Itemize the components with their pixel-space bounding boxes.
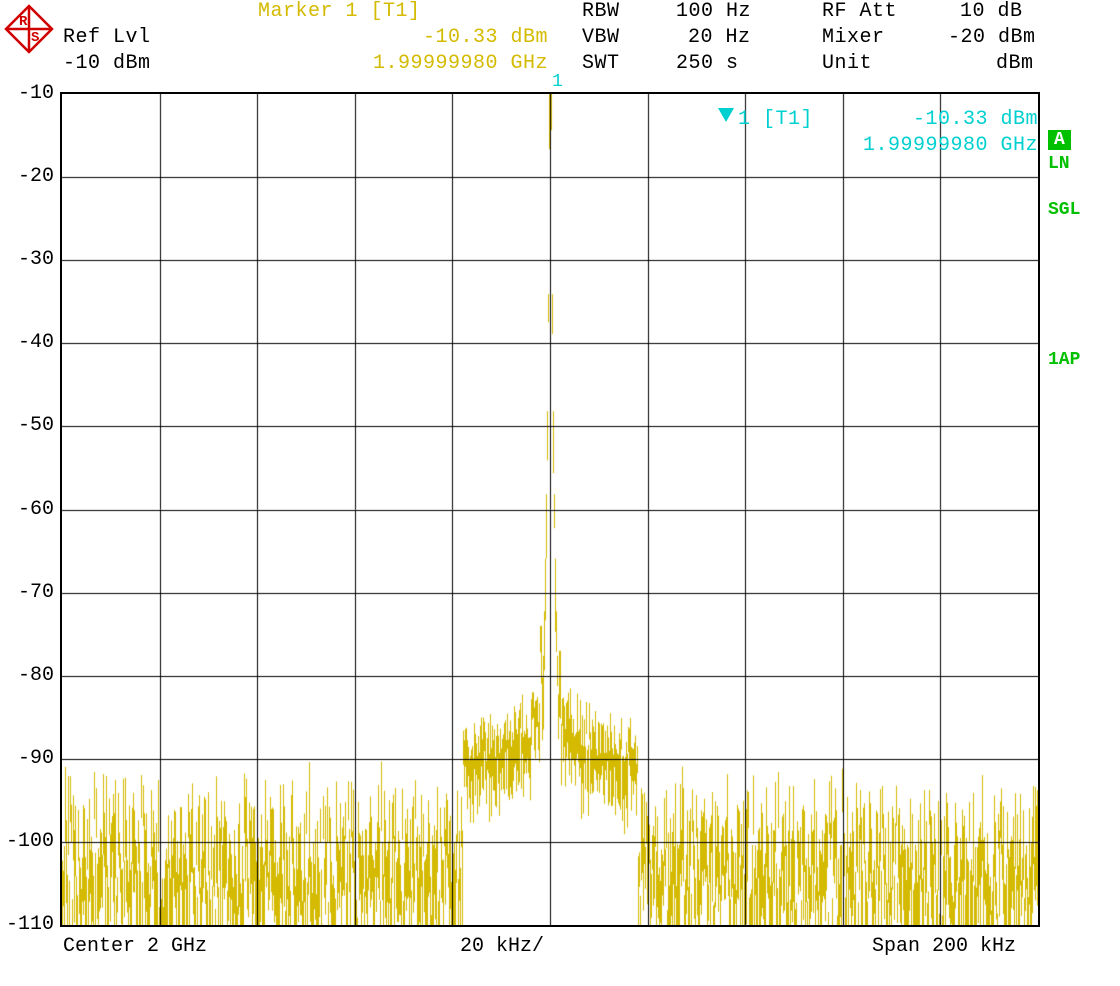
y-tick-label: -90: [2, 747, 54, 770]
mixer-value: -20 dBm: [948, 26, 1036, 49]
per-div-label: 20 kHz/: [460, 935, 544, 958]
y-tick-label: -30: [2, 248, 54, 271]
y-tick-label: -70: [2, 581, 54, 604]
y-tick-label: -20: [2, 165, 54, 188]
spectrum-analyzer-screen: R S Ref Lvl -10 dBm Marker 1 [T1] -10.33…: [0, 0, 1120, 986]
ref-level-label: Ref Lvl: [63, 26, 151, 49]
swt-value: 250 s: [676, 52, 739, 75]
sgl-indicator: SGL: [1048, 200, 1080, 220]
unit-label: Unit: [822, 52, 872, 75]
y-tick-label: -100: [2, 830, 54, 853]
spectrum-canvas: [62, 94, 1038, 925]
marker-number-top: 1: [552, 72, 563, 92]
mixer-label: Mixer: [822, 26, 885, 49]
spectrum-chart: [60, 92, 1040, 927]
marker-readout-line2: 1.99999980 GHz: [863, 134, 1038, 157]
svg-text:R: R: [19, 14, 28, 30]
y-tick-label: -10: [2, 82, 54, 105]
y-tick-label: -80: [2, 664, 54, 687]
brand-logo: R S: [4, 4, 54, 61]
marker-header-amp: -10.33 dBm: [423, 26, 548, 49]
y-tick-label: -50: [2, 414, 54, 437]
marker-header-freq: 1.99999980 GHz: [373, 52, 548, 75]
svg-text:S: S: [31, 30, 39, 46]
swt-label: SWT: [582, 52, 620, 75]
y-tick-label: -110: [2, 913, 54, 936]
marker-readout-line1: 1 [T1] -10.33 dBm: [738, 108, 1038, 131]
y-tick-label: -60: [2, 498, 54, 521]
marker-header-label: Marker 1 [T1]: [258, 0, 421, 23]
y-tick-label: -40: [2, 331, 54, 354]
1ap-indicator: 1AP: [1048, 350, 1080, 370]
span-label: Span 200 kHz: [872, 935, 1016, 958]
ref-level-value: -10 dBm: [63, 52, 151, 75]
center-freq-label: Center 2 GHz: [63, 935, 207, 958]
ln-indicator: LN: [1048, 154, 1070, 174]
vbw-value: 20 Hz: [688, 26, 751, 49]
rbw-label: RBW: [582, 0, 620, 23]
rbw-value: 100 Hz: [676, 0, 751, 23]
marker-pointer-icon: [718, 108, 734, 122]
unit-value: dBm: [996, 52, 1034, 75]
trace-a-indicator: A: [1048, 130, 1071, 150]
rfatt-value: 10 dB: [960, 0, 1023, 23]
vbw-label: VBW: [582, 26, 620, 49]
rfatt-label: RF Att: [822, 0, 897, 23]
